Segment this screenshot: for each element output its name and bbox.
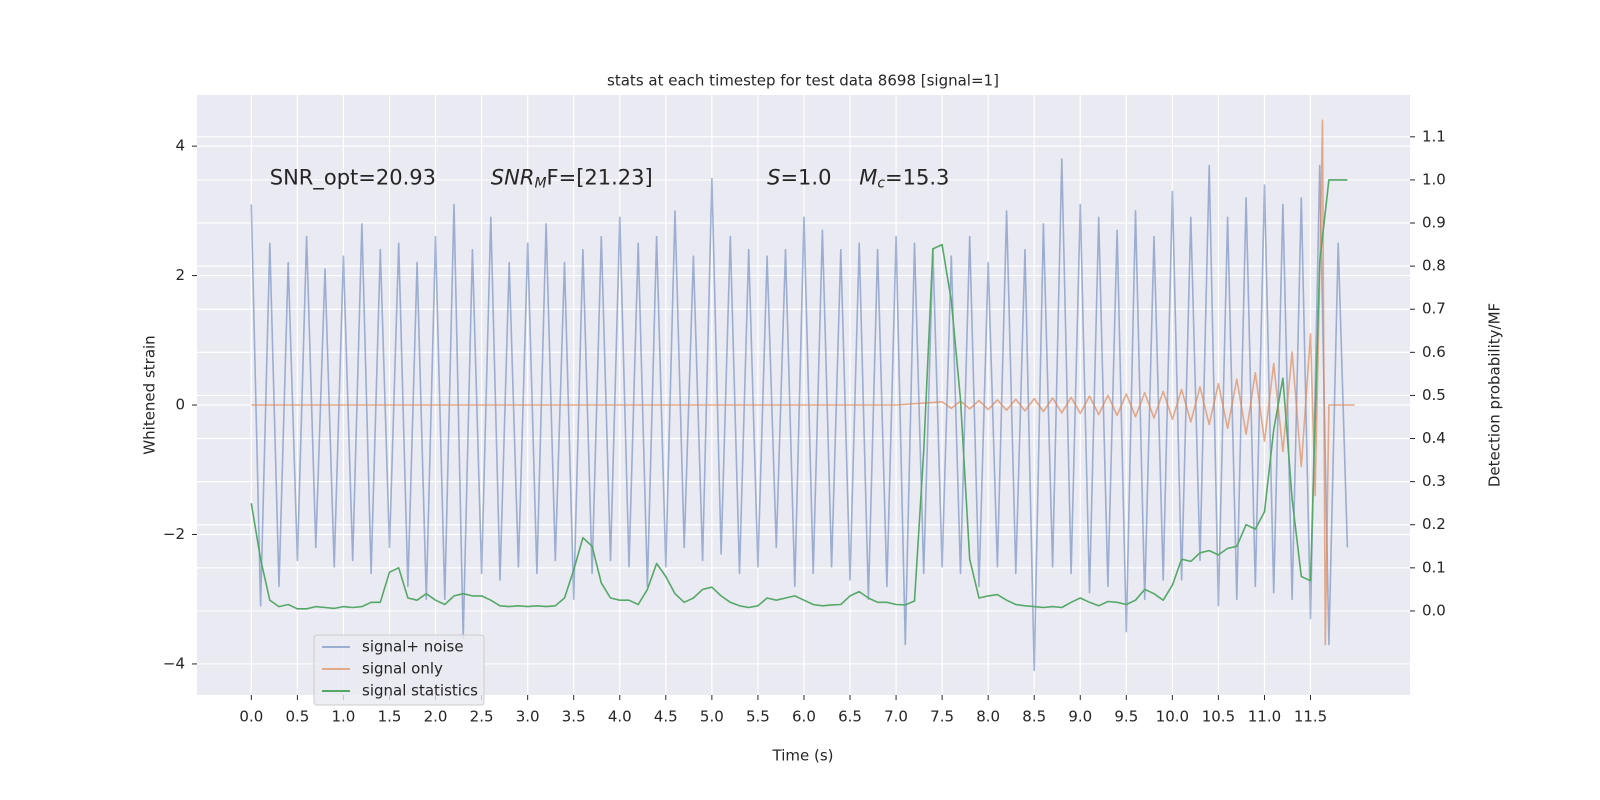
y2-tick-label: 0.5 bbox=[1422, 386, 1446, 404]
y2-tick-label: 1.0 bbox=[1422, 170, 1446, 188]
series-line bbox=[250, 179, 1348, 610]
x-tick-label: 1.0 bbox=[332, 708, 356, 726]
y2-axis-label: Detection probability/MF bbox=[1486, 303, 1504, 487]
y-tick-label: −2 bbox=[163, 525, 185, 543]
annotation-part: =1.0 bbox=[780, 165, 831, 189]
annotation-part: M bbox=[534, 175, 546, 191]
annotation-part: =15.3 bbox=[885, 165, 949, 189]
y2-tick-label: 0.2 bbox=[1422, 515, 1446, 533]
y2-tick-label: 0.0 bbox=[1422, 601, 1446, 619]
x-tick-label: 1.5 bbox=[378, 708, 402, 726]
x-tick-label: 7.5 bbox=[930, 708, 954, 726]
x-tick-label: 8.5 bbox=[1022, 708, 1046, 726]
annotation: Mc=15.3 bbox=[859, 165, 949, 191]
x-tick-label: 5.5 bbox=[746, 708, 770, 726]
annotations: SNR_opt=20.93 SNRMF=[21.23] S=1.0 Mc=15.3 bbox=[270, 165, 950, 191]
x-tick-label: 10.0 bbox=[1156, 708, 1189, 726]
y2-tick-label: 1.1 bbox=[1422, 127, 1446, 145]
x-axis-label: Time (s) bbox=[772, 747, 834, 765]
y-tick-label: 2 bbox=[175, 266, 185, 284]
x-tick-label: 2.5 bbox=[470, 708, 494, 726]
annotation-part: F=[21.23] bbox=[547, 165, 653, 189]
x-tick-label: 7.0 bbox=[884, 708, 908, 726]
legend-label: signal only bbox=[362, 660, 443, 678]
y2-tick-label: 0.9 bbox=[1422, 214, 1446, 232]
annotation: S=1.0 bbox=[767, 165, 831, 189]
y2-tick-label: 0.1 bbox=[1422, 558, 1446, 576]
chart-title: stats at each timestep for test data 869… bbox=[607, 72, 999, 90]
annotation-part: M bbox=[859, 165, 877, 189]
legend-box bbox=[313, 634, 485, 706]
y2-tick-label: 0.3 bbox=[1422, 472, 1446, 490]
annotation: SNR_opt=20.93 bbox=[270, 165, 436, 190]
series-line bbox=[250, 158, 1349, 672]
y2-tick-label: 0.8 bbox=[1422, 257, 1446, 275]
x-tick-label: 9.0 bbox=[1068, 708, 1092, 726]
grid: 0.0 0.5 1.0 1.5 2.0 2.5 3.0 3.5 4.0 4.5 5.0 5.5 6.0 6… bbox=[163, 95, 1446, 726]
legend-label: signal statistics bbox=[362, 682, 478, 700]
annotation: SNRMF=[21.23] bbox=[491, 165, 653, 191]
x-tick-label: 11.5 bbox=[1294, 708, 1327, 726]
x-tick-label: 2.0 bbox=[424, 708, 448, 726]
x-tick-label: 0.5 bbox=[285, 708, 309, 726]
y-tick-label: 0 bbox=[175, 396, 185, 414]
x-tick-label: 3.0 bbox=[516, 708, 540, 726]
x-tick-label: 10.5 bbox=[1202, 708, 1235, 726]
series-line bbox=[251, 119, 1355, 646]
annotation-part: SNR bbox=[491, 165, 535, 189]
y-tick-label: 4 bbox=[175, 137, 185, 155]
x-tick-label: 3.5 bbox=[562, 708, 586, 726]
legend: signal+ noise signal only signal statistic… bbox=[313, 634, 485, 706]
x-tick-label: 9.5 bbox=[1114, 708, 1138, 726]
y2-tick-label: 0.6 bbox=[1422, 343, 1446, 361]
x-tick-label: 5.0 bbox=[700, 708, 724, 726]
y-tick-label: −4 bbox=[163, 654, 185, 672]
x-tick-label: 4.5 bbox=[654, 708, 678, 726]
x-tick-label: 6.0 bbox=[792, 708, 816, 726]
x-tick-label: 6.5 bbox=[838, 708, 862, 726]
x-tick-label: 0.0 bbox=[239, 708, 263, 726]
annotation-part: SNR_opt=20.93 bbox=[270, 165, 436, 190]
annotation-part: S bbox=[767, 165, 780, 189]
x-tick-label: 4.0 bbox=[608, 708, 632, 726]
y2-tick-label: 0.7 bbox=[1422, 300, 1446, 318]
series-group bbox=[250, 119, 1355, 672]
x-tick-label: 11.0 bbox=[1248, 708, 1281, 726]
x-tick-label: 8.0 bbox=[976, 708, 1000, 726]
y-axis-label: Whitened strain bbox=[141, 335, 159, 454]
y2-tick-label: 0.4 bbox=[1422, 429, 1446, 447]
legend-label: signal+ noise bbox=[362, 638, 464, 656]
annotation-part: c bbox=[877, 175, 885, 191]
